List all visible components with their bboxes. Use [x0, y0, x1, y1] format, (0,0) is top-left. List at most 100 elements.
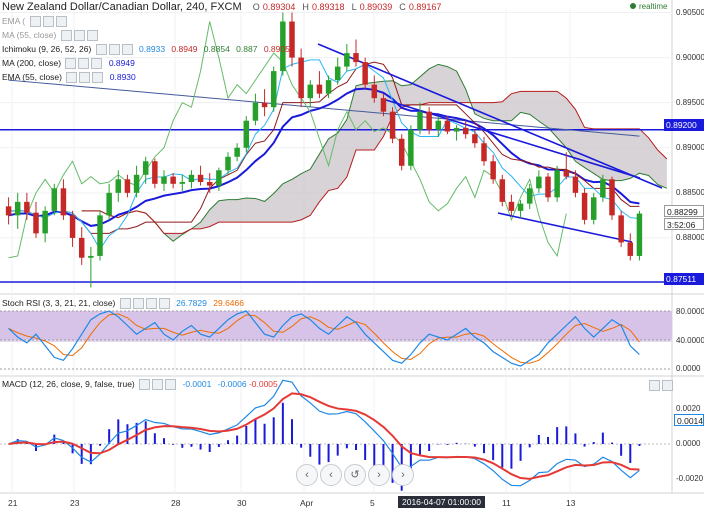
- stoch-tick-80: 80.0000: [676, 307, 704, 316]
- ichimoku-v5: 0.8905: [263, 44, 290, 54]
- lower-line-price-tag: 0.87511: [664, 273, 704, 285]
- candle-body: [78, 237, 85, 258]
- candle-body: [142, 161, 149, 175]
- legend-ema55[interactable]: EMA (55, close) 0.8930: [2, 72, 136, 84]
- close-icon[interactable]: [165, 379, 177, 391]
- candle-body: [600, 179, 606, 198]
- close-icon[interactable]: [145, 298, 157, 310]
- downtrend-line: [317, 43, 663, 189]
- settings-icon[interactable]: [78, 58, 90, 70]
- settings-icon[interactable]: [73, 30, 85, 42]
- legend-ma2-label: MA (55, close): [2, 30, 57, 40]
- close-icon[interactable]: [91, 58, 103, 70]
- candle-body: [572, 176, 579, 193]
- candle-body: [325, 80, 332, 94]
- zoom-out-button[interactable]: ‹: [320, 464, 342, 486]
- candle-body: [609, 179, 615, 216]
- pane-controls[interactable]: [647, 380, 673, 392]
- candle-body: [453, 127, 460, 132]
- candle-body: [581, 192, 588, 220]
- candle-body: [14, 201, 21, 216]
- candle-body: [627, 242, 634, 256]
- settings-icon[interactable]: [42, 16, 54, 28]
- settings-icon[interactable]: [79, 72, 91, 84]
- close-icon[interactable]: [86, 30, 98, 42]
- candle-body: [307, 84, 314, 99]
- ichimoku-v1: 0.8933: [139, 44, 166, 54]
- legend-ma2[interactable]: MA (55, close): [2, 30, 98, 42]
- close-icon[interactable]: [55, 16, 67, 28]
- legend-macd[interactable]: MACD (12, 26, close, 9, false, true) -0.…: [2, 379, 278, 391]
- maximize-icon[interactable]: [649, 380, 660, 392]
- macd-signal-line: [8, 392, 640, 480]
- eye-icon[interactable]: [119, 298, 131, 310]
- eye-icon[interactable]: [60, 30, 72, 42]
- candle-body: [161, 176, 167, 184]
- stoch-label: Stoch RSI (3, 3, 21, 21, close): [2, 298, 116, 308]
- candle-body: [316, 84, 323, 94]
- price-tick-label: 0.90500: [676, 7, 704, 17]
- candle-body: [261, 102, 268, 108]
- candle-body: [97, 215, 103, 256]
- candle-body: [408, 129, 414, 166]
- candle-body: [115, 179, 122, 193]
- more-icon[interactable]: [158, 298, 170, 310]
- eye-icon[interactable]: [29, 16, 41, 28]
- senkou-span-b: [81, 90, 668, 234]
- settings-icon[interactable]: [108, 44, 120, 56]
- legend-ichimoku[interactable]: Ichimoku (9, 26, 52, 26) 0.8933 0.8949 0…: [2, 44, 290, 56]
- legend-ema1-label: EMA (: [2, 16, 26, 26]
- scroll-right-button[interactable]: ›: [392, 464, 414, 486]
- zoom-in-button[interactable]: ›: [368, 464, 390, 486]
- close-pane-icon[interactable]: [662, 380, 673, 392]
- ichimoku-cloud: [81, 64, 667, 242]
- candle-body: [298, 57, 304, 99]
- candle-body: [444, 120, 451, 132]
- candle-body: [389, 111, 396, 139]
- macd-tick-0000: 0.0000: [676, 439, 701, 448]
- eye-icon[interactable]: [66, 72, 78, 84]
- legend-stoch-rsi[interactable]: Stoch RSI (3, 3, 21, 21, close) 26.7829 …: [2, 298, 244, 310]
- symbol-title: New Zealand Dollar/Canadian Dollar, 240,…: [2, 1, 242, 13]
- ma200-line: [8, 79, 640, 137]
- realtime-dot-icon: [630, 3, 636, 9]
- settings-icon[interactable]: [152, 379, 164, 391]
- realtime-indicator[interactable]: realtime: [630, 2, 667, 11]
- candle-body: [60, 188, 67, 216]
- candle-body: [289, 21, 295, 58]
- candle-body: [636, 213, 643, 256]
- candle-body: [106, 192, 112, 216]
- eye-icon[interactable]: [65, 58, 77, 70]
- ohlc-close-value: 0.89167: [408, 2, 442, 12]
- settings-icon[interactable]: [132, 298, 144, 310]
- close-icon[interactable]: [92, 72, 104, 84]
- macd-v1: -0.0001: [182, 379, 212, 389]
- candle-body: [51, 188, 58, 211]
- eye-icon[interactable]: [139, 379, 151, 391]
- close-icon[interactable]: [121, 44, 133, 56]
- ohlc-open-label: O: [252, 2, 260, 12]
- macd-value-tag: 0.0014: [674, 414, 704, 426]
- candle-body: [197, 174, 204, 183]
- ohlc-close-label: C: [399, 2, 406, 12]
- legend-ema1[interactable]: EMA (: [2, 16, 67, 28]
- macd-v2: -0.0006: [217, 379, 247, 389]
- candle-body: [225, 156, 231, 171]
- candle-body: [398, 138, 405, 166]
- macd-tick-0020: 0.0020: [676, 404, 701, 413]
- eye-icon[interactable]: [95, 44, 107, 56]
- candle-body: [545, 176, 551, 198]
- candle-body: [508, 201, 515, 211]
- stoch-d-value: 29.6466: [213, 298, 244, 308]
- ohlc-high-label: H: [302, 2, 309, 12]
- candle-body: [133, 174, 140, 193]
- candle-body: [462, 127, 469, 135]
- reset-chart-button[interactable]: ↺: [344, 464, 366, 486]
- time-tick-label: 30: [237, 498, 247, 508]
- scroll-left-button[interactable]: ‹: [296, 464, 318, 486]
- candle-body: [270, 71, 277, 108]
- legend-ma200-label: MA (200, close): [2, 58, 62, 68]
- legend-ma200[interactable]: MA (200, close) 0.8949: [2, 58, 135, 70]
- candle-body: [170, 176, 176, 184]
